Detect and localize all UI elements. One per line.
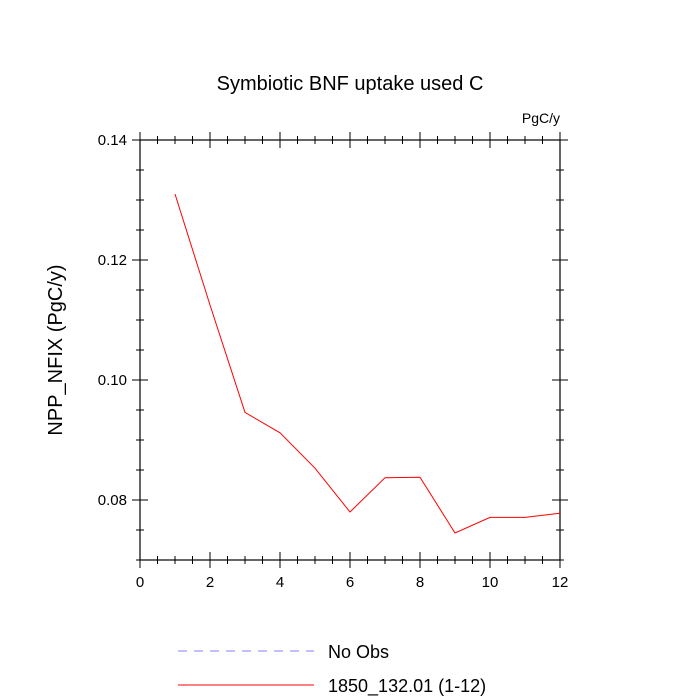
legend-label: 1850_132.01 (1-12): [328, 676, 486, 697]
units-label: PgC/y: [522, 110, 560, 126]
y-tick-label: 0.14: [98, 132, 127, 149]
x-tick-label: 6: [346, 574, 354, 591]
plot-frame: [139, 139, 561, 561]
y-tick-label: 0.10: [98, 372, 127, 389]
chart-title: Symbiotic BNF uptake used C: [217, 73, 484, 95]
x-tick-label: 12: [552, 574, 569, 591]
x-tick-label: 4: [276, 574, 284, 591]
y-tick-label: 0.08: [98, 492, 127, 509]
legend: No Obs 1850_132.01 (1-12): [178, 642, 486, 697]
series-layer: [174, 193, 561, 534]
y-tick-label: 0.12: [98, 252, 127, 269]
x-tick-label: 0: [136, 574, 144, 591]
x-tick-label: 10: [482, 574, 499, 591]
x-tick-label: 8: [416, 574, 424, 591]
legend-label: No Obs: [328, 642, 389, 662]
series-line: [174, 193, 561, 534]
axis-ticks: [132, 132, 568, 568]
tick-labels: 0 2 4 6 8 10 12 0.08 0.10 0.12 0.14: [98, 132, 569, 591]
x-tick-label: 2: [206, 574, 214, 591]
y-axis-label: NPP_NFIX (PgC/y): [45, 264, 67, 435]
